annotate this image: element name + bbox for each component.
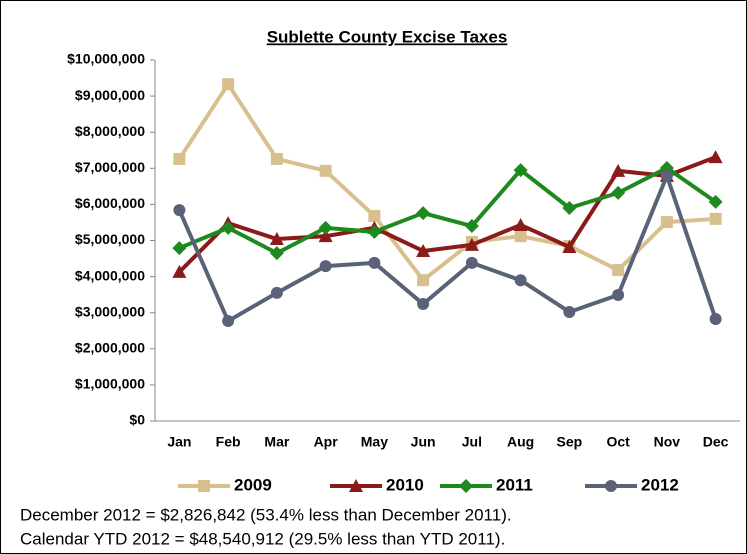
x-tick-label: Feb (216, 434, 241, 450)
point (416, 206, 431, 221)
legend-label: 2009 (234, 475, 272, 494)
y-tick-label: $6,000,000 (75, 195, 145, 211)
point (319, 260, 332, 273)
point (612, 289, 625, 302)
point (367, 224, 382, 239)
y-tick-label: $2,000,000 (75, 340, 145, 356)
point (173, 204, 186, 217)
point (464, 237, 479, 251)
legend-marker (349, 479, 363, 492)
point (611, 185, 626, 200)
y-tick-label: $3,000,000 (75, 303, 145, 319)
point (709, 312, 722, 325)
x-tick-label: Jun (411, 434, 436, 450)
point (513, 217, 528, 231)
note: December 2012 = $2,826,842 (53.4% less t… (20, 505, 512, 524)
point (222, 78, 235, 91)
y-tick-label: $1,000,000 (75, 376, 145, 392)
legend-label: 2012 (641, 475, 679, 494)
x-tick-label: Nov (654, 434, 681, 450)
point (269, 232, 284, 246)
x-tick-label: Sep (557, 434, 583, 450)
y-tick-label: $4,000,000 (75, 267, 145, 283)
point (368, 256, 381, 269)
series-line (177, 155, 717, 274)
point (562, 201, 577, 216)
legend-label: 2011 (496, 475, 533, 494)
y-tick-label: $8,000,000 (75, 123, 145, 139)
point (270, 152, 283, 165)
x-tick-label: May (361, 434, 388, 450)
x-tick-label: Dec (703, 434, 729, 450)
point (416, 243, 431, 257)
y-tick-label: $9,000,000 (75, 87, 145, 103)
point (270, 286, 283, 299)
point (708, 150, 723, 164)
point (319, 164, 332, 177)
point (417, 274, 430, 287)
series-line (177, 173, 718, 324)
point (514, 230, 527, 243)
y-tick-label: $7,000,000 (75, 159, 145, 175)
y-tick-label: $5,000,000 (75, 231, 145, 247)
point (709, 212, 722, 225)
point (173, 152, 186, 165)
point (612, 264, 625, 277)
x-tick-label: Jan (167, 434, 191, 450)
series-line (178, 165, 717, 256)
legend-label: 2010 (386, 475, 424, 494)
point (464, 219, 479, 234)
y-tick-label: $0 (129, 412, 145, 428)
x-tick-label: Mar (264, 434, 289, 450)
legend-marker (198, 480, 210, 492)
chart-title: Sublette County Excise Taxes (267, 27, 508, 46)
point (318, 220, 333, 235)
point (660, 216, 673, 229)
point (563, 305, 576, 318)
point (660, 169, 673, 182)
point (465, 256, 478, 269)
point (562, 239, 577, 253)
point (222, 315, 235, 328)
point (318, 229, 333, 243)
point (172, 264, 187, 278)
point (708, 194, 723, 209)
point (514, 274, 527, 287)
legend-marker (459, 479, 473, 493)
x-tick-label: Apr (314, 434, 339, 450)
point (221, 220, 236, 235)
point (513, 163, 528, 178)
x-tick-label: Oct (606, 434, 630, 450)
legend-marker (605, 480, 617, 492)
x-tick-label: Aug (507, 434, 534, 450)
point (269, 246, 284, 261)
note: Calendar YTD 2012 = $48,540,912 (29.5% l… (20, 529, 505, 548)
series-line (177, 82, 716, 283)
point (172, 241, 187, 256)
y-tick-label: $10,000,000 (67, 51, 145, 67)
point (417, 298, 430, 311)
x-tick-label: Jul (462, 434, 482, 450)
point (611, 163, 626, 177)
point (368, 209, 381, 222)
